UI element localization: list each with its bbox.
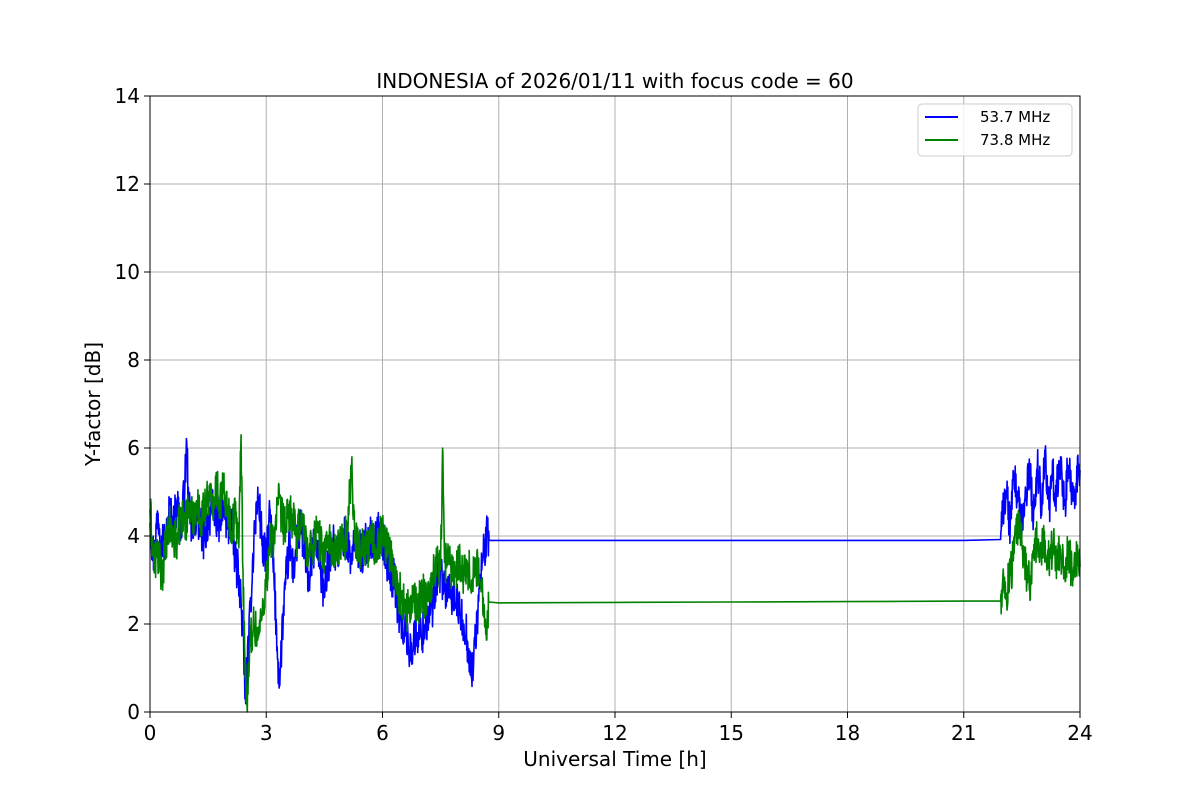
legend-label-73-8: 73.8 MHz [980, 131, 1050, 149]
x-axis-label: Universal Time [h] [523, 747, 706, 771]
y-tick-label: 14 [115, 84, 140, 108]
x-tick-label: 3 [260, 721, 273, 745]
y-axis-ticks: 0 2 4 6 8 10 12 14 [115, 84, 150, 724]
x-tick-label: 6 [376, 721, 389, 745]
legend: 53.7 MHz 73.8 MHz [917, 103, 1073, 157]
x-tick-label: 0 [144, 721, 157, 745]
x-tick-label: 18 [835, 721, 860, 745]
x-tick-label: 21 [951, 721, 976, 745]
y-tick-label: 2 [127, 612, 140, 636]
x-tick-label: 15 [719, 721, 744, 745]
legend-label-53-7: 53.7 MHz [980, 108, 1050, 126]
y-axis-label: Y-factor [dB] [81, 342, 105, 467]
x-tick-label: 24 [1067, 721, 1092, 745]
y-tick-label: 12 [115, 172, 140, 196]
series-layer [149, 434, 1081, 713]
x-tick-label: 12 [602, 721, 627, 745]
y-tick-label: 10 [115, 260, 140, 284]
chart-title: INDONESIA of 2026/01/11 with focus code … [376, 69, 853, 93]
series-line-73-8-mhz [149, 434, 1081, 713]
y-tick-label: 8 [127, 348, 140, 372]
y-tick-label: 0 [127, 700, 140, 724]
y-tick-label: 6 [127, 436, 140, 460]
y-tick-label: 4 [127, 524, 140, 548]
x-tick-label: 9 [492, 721, 505, 745]
x-axis-ticks: 0 3 6 9 12 15 18 21 24 [144, 712, 1093, 745]
